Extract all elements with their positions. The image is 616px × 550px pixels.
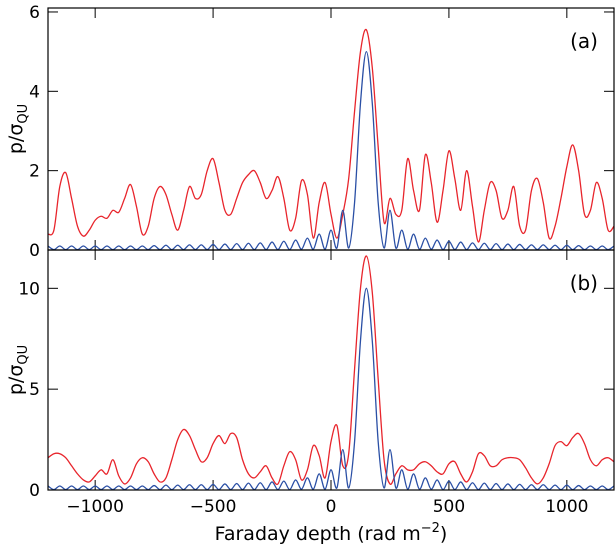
- x-label-sup: −2: [421, 521, 440, 536]
- y-label-main: p/σ: [5, 124, 27, 155]
- y-label-main: p/σ: [5, 365, 27, 396]
- x-tick-label: 0: [326, 497, 337, 517]
- y-tick-label: 6: [29, 3, 40, 23]
- series-line: [48, 287, 614, 490]
- panel-label: (b): [570, 271, 598, 295]
- x-tick-label: 1000: [545, 497, 588, 517]
- x-tick-label: 500: [433, 497, 465, 517]
- plot-frame: [47, 249, 615, 491]
- y-axis-label: p/σQU: [5, 345, 31, 395]
- y-tick-label: 10: [18, 279, 40, 299]
- x-axis-label: Faraday depth (rad m−2): [215, 521, 448, 545]
- x-label-main: Faraday depth (rad m: [215, 523, 421, 545]
- y-tick-label: 2: [29, 162, 40, 182]
- series-line: [48, 50, 614, 250]
- series-line: [48, 255, 614, 486]
- y-tick-label: 0: [29, 241, 40, 261]
- plot-area: [48, 255, 614, 490]
- y-tick-label: 0: [29, 481, 40, 501]
- panel-label: (a): [570, 29, 598, 53]
- y-tick-label: 4: [29, 82, 40, 102]
- series-line: [48, 28, 614, 243]
- plot-area: [48, 28, 614, 250]
- y-label-sub: QU: [16, 104, 31, 124]
- x-tick-label: −500: [190, 497, 237, 517]
- x-label-end: ): [440, 523, 447, 545]
- y-axis-label: p/σQU: [5, 104, 31, 154]
- x-tick-label: −1000: [66, 497, 124, 517]
- y-label-sub: QU: [16, 345, 31, 365]
- y-tick-label: 5: [29, 380, 40, 400]
